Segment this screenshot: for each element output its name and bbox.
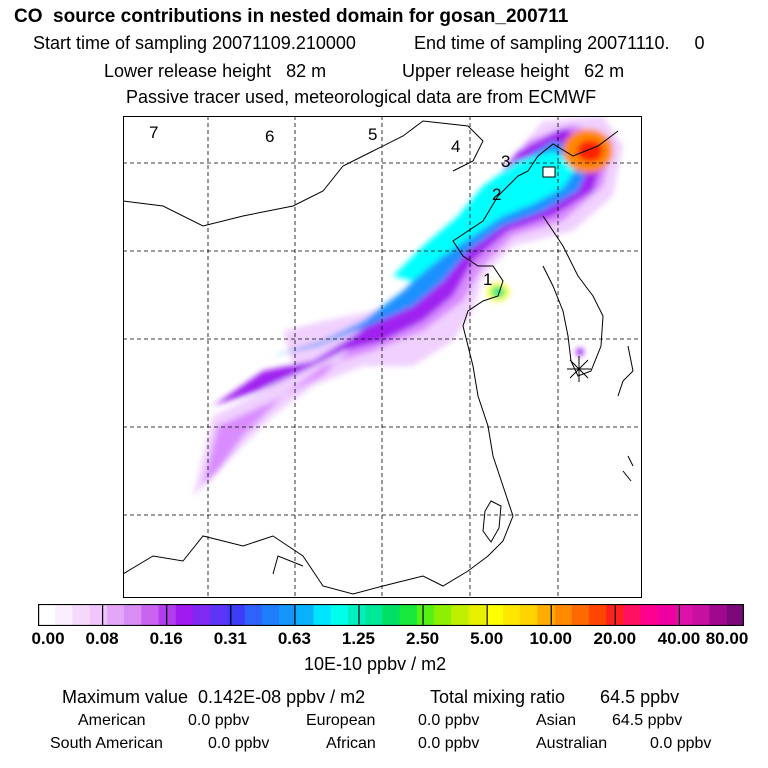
region-name-european: European [306, 712, 376, 729]
color-scale-units: 10E-10 ppbv / m2 [304, 654, 447, 674]
color-scale-segment [158, 604, 177, 626]
region-name-asian: Asian [536, 712, 577, 729]
color-scale-segment [485, 604, 504, 626]
color-scale-segment [468, 604, 487, 626]
color-scale-tick-label: 0.08 [85, 629, 119, 648]
lower-release-height: Lower release height 82 m [104, 61, 327, 81]
color-scale-segment [227, 604, 246, 626]
region-value-american: 0.0 ppbv [188, 712, 250, 729]
color-scale-segment [261, 604, 280, 626]
receptor-box [542, 166, 556, 178]
color-scale-tick-label: 10.00 [529, 629, 572, 648]
color-scale-tick-label: 5.00 [470, 629, 504, 648]
map-frame [123, 116, 642, 598]
color-scale-segment [72, 604, 91, 626]
receptor-marker [567, 356, 591, 382]
coastline-japan [617, 345, 634, 482]
tracer-info: Passive tracer used, meteorological data… [126, 87, 597, 107]
color-scale-segment [210, 604, 229, 626]
figure-title: CO source contributions in nested domain… [14, 6, 569, 27]
receptor-star-d2 [569, 359, 589, 379]
maximum-value: Maximum value 0.142E-08 ppbv / m2 [62, 687, 366, 707]
color-scale-segment [623, 604, 642, 626]
color-scale-tick-label: 0.16 [149, 629, 183, 648]
plume-hotspot-bohai-ring [491, 286, 505, 298]
color-scale-segment [692, 604, 711, 626]
region-name-american: American [78, 712, 146, 729]
color-scale-segment [709, 604, 728, 626]
region-value-south-american: 0.0 ppbv [208, 735, 270, 752]
zone-label-4: 4 [451, 137, 460, 156]
color-scale-segment [537, 604, 556, 626]
color-scale-segment [520, 604, 538, 626]
color-scale-segment [296, 604, 315, 626]
color-scale-tick-label: 1.25 [341, 629, 375, 648]
total-mixing-ratio: Total mixing ratio 64.5 ppbv [430, 687, 680, 707]
color-scale-segment [726, 604, 744, 626]
sampling-start-time: Start time of sampling 20071109.210000 [33, 33, 356, 53]
color-scale-segment [89, 604, 108, 626]
color-scale-segment [192, 604, 211, 626]
zone-label-3: 3 [501, 152, 510, 171]
color-scale-segment [451, 604, 470, 626]
color-scale-segment [640, 604, 659, 626]
region-name-australian: Australian [536, 735, 608, 752]
color-scale-tick-label: 40.00 [657, 629, 701, 648]
color-scale-segment [175, 604, 194, 626]
plume-spot-korea [576, 348, 584, 356]
color-scale-segment [416, 604, 435, 626]
region-value-european: 0.0 ppbv [418, 712, 480, 729]
color-scale-segment [313, 604, 332, 626]
region-value-african: 0.0 ppbv [418, 735, 480, 752]
color-scale-segment [124, 604, 142, 626]
region-name-south-american: South American [50, 735, 163, 752]
region-value-australian: 0.0 ppbv [650, 735, 712, 752]
color-scale-segment [434, 604, 452, 626]
grid-lines [123, 116, 642, 598]
color-scale-segment [571, 604, 590, 626]
coastline-korea [542, 215, 604, 377]
upper-release-height: Upper release height 62 m [402, 61, 625, 81]
color-scale-segment [244, 604, 263, 626]
color-scale-segment [365, 604, 383, 626]
color-scale-segment [347, 604, 366, 626]
color-scale-bar [38, 604, 744, 626]
color-scale-tick-label: 2.50 [405, 629, 440, 648]
region-name-african: African [326, 735, 376, 752]
color-scale-segment [589, 604, 607, 626]
region-value-asian: 64.5 ppbv [612, 712, 683, 729]
color-scale-segment [675, 604, 693, 626]
color-scale-tick-label: 0.31 [213, 629, 247, 648]
color-scale-tick-label: 20.00 [593, 629, 637, 648]
color-scale-tick-label: 80.00 [705, 629, 749, 648]
zone-label-5: 5 [368, 125, 377, 144]
border-mongolia [123, 120, 484, 227]
color-scale-segment [554, 604, 573, 626]
zone-labels: 7 6 5 4 3 2 1 [149, 123, 510, 289]
color-scale-frame [38, 604, 744, 626]
concentration-map: 7 6 5 4 3 2 1 [123, 116, 642, 598]
color-scale-segment [330, 604, 349, 626]
color-scale-segment [141, 604, 160, 626]
zone-label-1: 1 [483, 270, 492, 289]
color-scale-segment [657, 604, 676, 626]
coastline-taiwan [482, 500, 502, 543]
color-scale-segment [502, 604, 521, 626]
plume-hotspot-ne-core [577, 140, 603, 162]
zone-label-7: 7 [149, 123, 158, 142]
zone-label-2: 2 [492, 185, 501, 204]
coastlines [123, 120, 634, 595]
zone-label-6: 6 [265, 127, 274, 146]
border-inland [272, 555, 304, 575]
color-scale-segment [279, 604, 297, 626]
sampling-end-time: End time of sampling 20071110. 0 [414, 33, 705, 53]
color-scale-segment [399, 604, 418, 626]
color-scale-tick-label: 0.00 [31, 629, 65, 648]
coastline-china [123, 130, 619, 595]
color-scale-segment [106, 604, 125, 626]
color-scale-segment [382, 604, 401, 626]
color-scale-segment [38, 604, 56, 626]
color-scale-segment [55, 604, 74, 626]
color-scale-tick-label: 0.63 [277, 629, 311, 648]
